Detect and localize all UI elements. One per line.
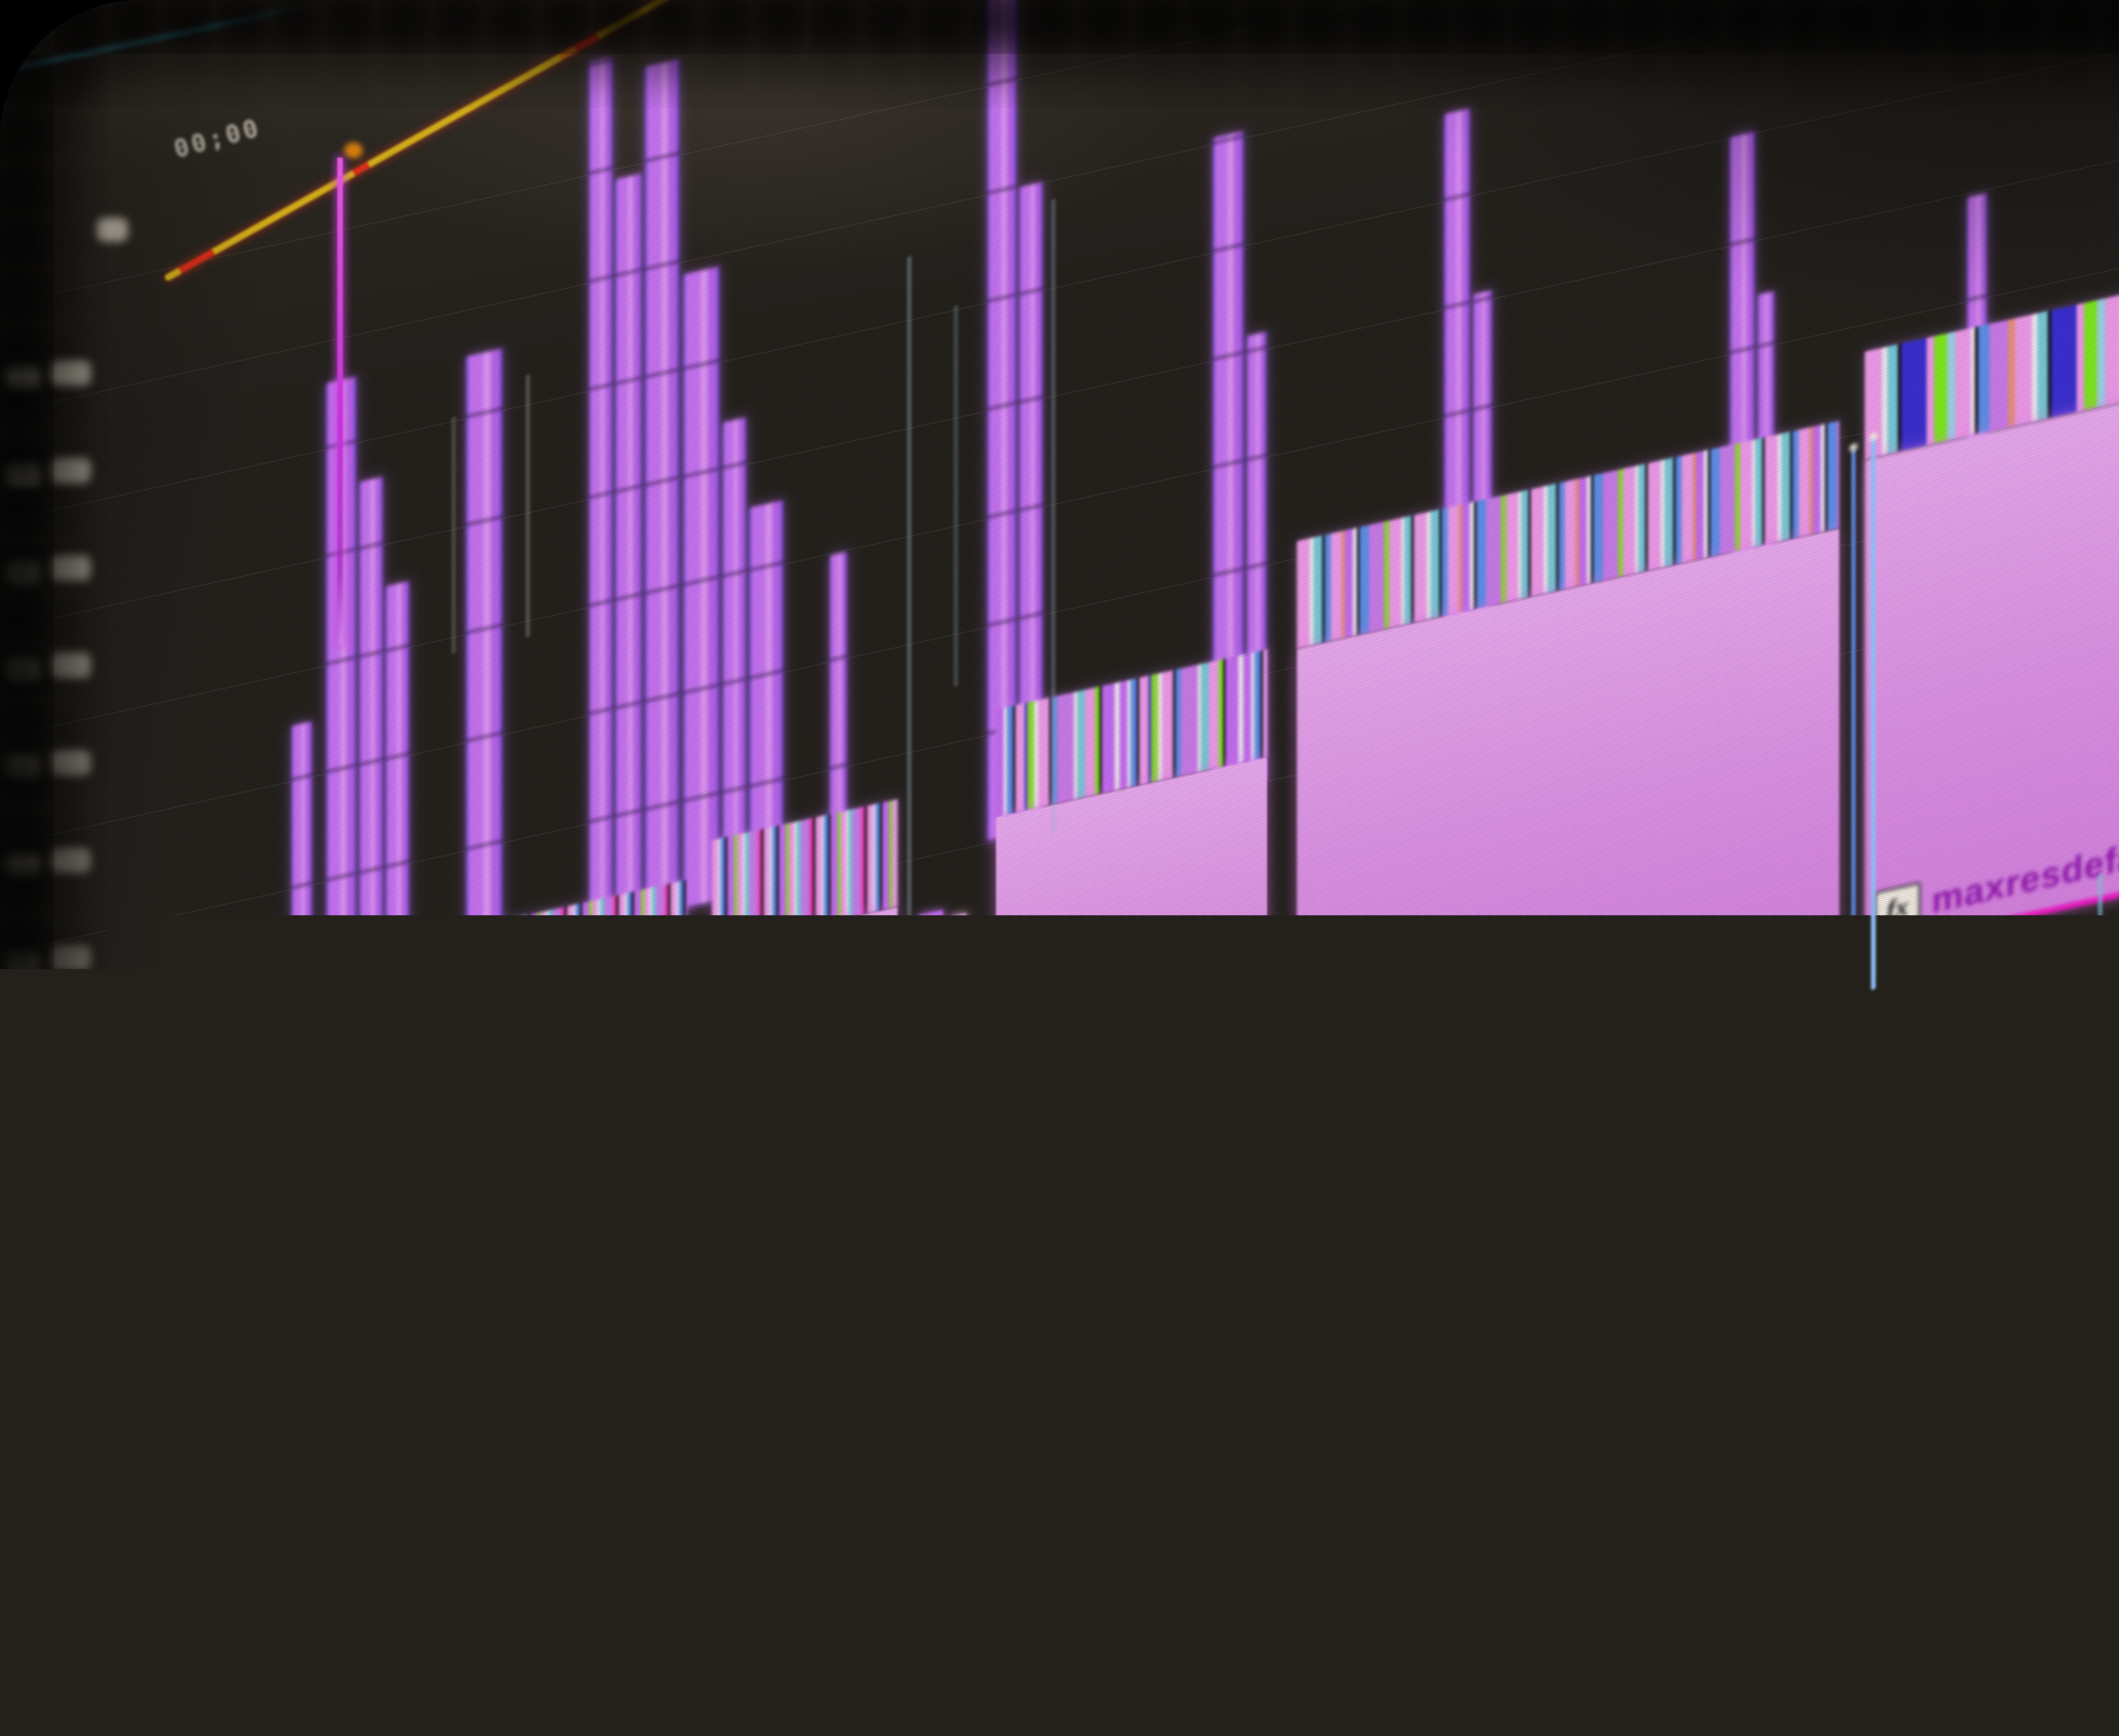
track-toggle-icon[interactable]	[7, 560, 40, 584]
track-toggle-icon[interactable]	[50, 750, 91, 776]
track-toggle-icon[interactable]	[7, 365, 40, 389]
monitor-photo-frame: fx max fx maxi fx maxre fx maxresde fx maxresdefa…	[0, 0, 2119, 1736]
track-toggle-icon[interactable]	[7, 950, 40, 974]
track-toggle-icon[interactable]	[50, 945, 91, 971]
panel-edge-highlight	[0, 3, 311, 77]
track-toggle-icon[interactable]	[7, 853, 40, 876]
playhead[interactable]	[337, 158, 343, 645]
bottom-left-fragment	[54, 1688, 79, 1722]
render-status-bar	[164, 0, 832, 282]
timecode-display[interactable]: 00;00	[171, 113, 264, 164]
track-toggle-icon[interactable]	[50, 458, 91, 483]
track-toggle-icon[interactable]	[50, 555, 91, 581]
track-toggle-icon[interactable]	[7, 463, 40, 487]
playhead-marker-dot	[344, 142, 363, 159]
chrome-layer: 00;00	[0, 0, 2119, 1736]
track-toggle-icon[interactable]	[7, 658, 40, 682]
track-toggle-icon[interactable]	[7, 755, 40, 779]
track-toggle-icon[interactable]	[50, 848, 91, 873]
track-toggle-icon[interactable]	[50, 653, 91, 678]
timeline-settings-wrench-icon[interactable]	[97, 218, 128, 242]
timeline-screen: fx max fx maxi fx maxre fx maxresde fx maxresdefa…	[0, 0, 2119, 1736]
track-toggle-icon[interactable]	[50, 360, 91, 386]
